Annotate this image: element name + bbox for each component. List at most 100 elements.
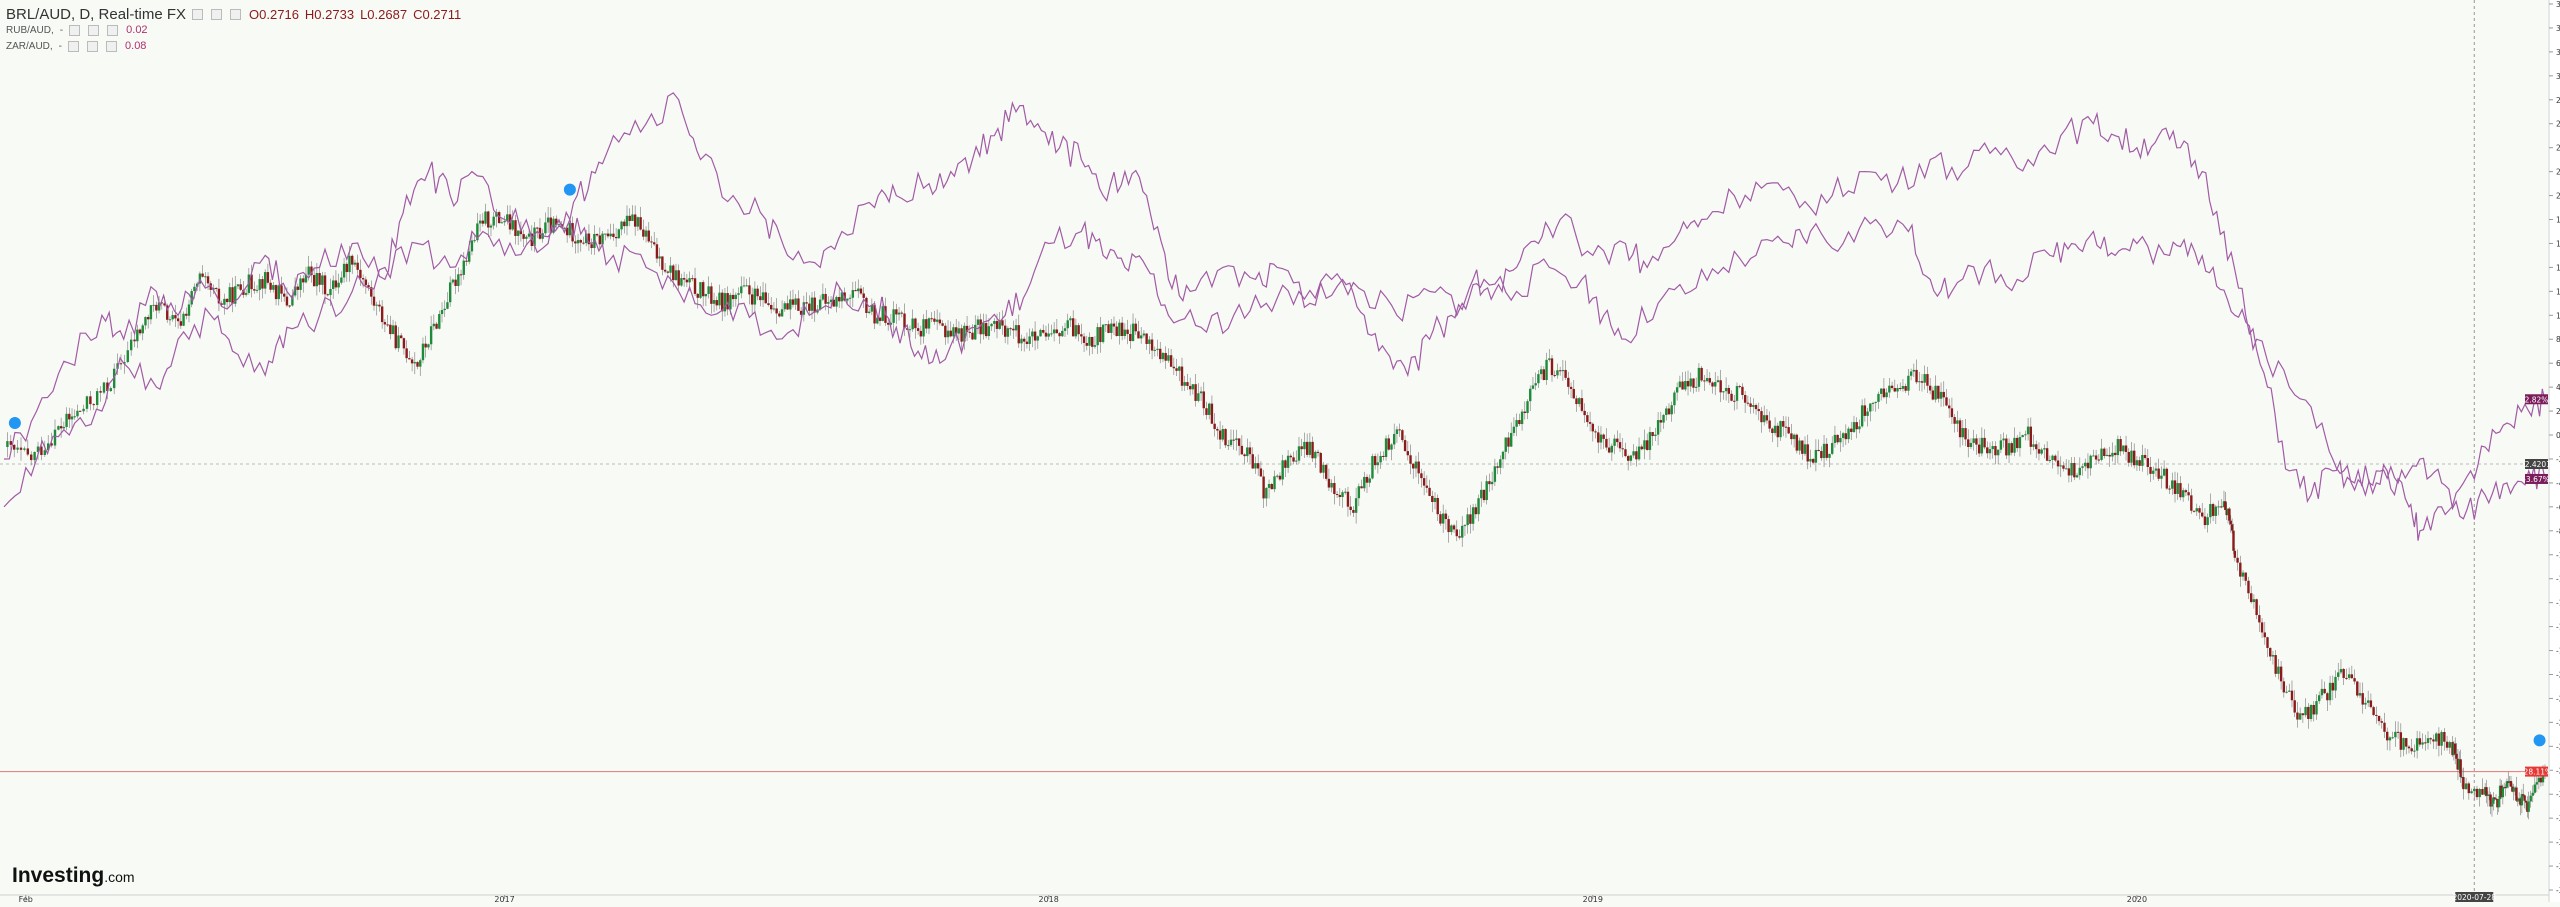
candle-body — [1790, 433, 1793, 440]
candle — [2021, 434, 2024, 438]
candle-body — [1814, 449, 1818, 463]
candle-body — [70, 416, 74, 420]
visibility-icon[interactable] — [69, 24, 81, 36]
candle-body — [636, 217, 640, 227]
candle — [171, 310, 174, 322]
candle — [1735, 382, 1739, 410]
candle — [16, 439, 19, 454]
settings-icon[interactable] — [88, 24, 100, 36]
candle — [1670, 401, 1673, 422]
candle — [1896, 384, 1899, 398]
y-tick-label: -4.00% — [2556, 479, 2560, 488]
candle — [797, 290, 800, 311]
candle-body — [2339, 669, 2343, 673]
candle — [1967, 429, 1970, 458]
candle — [1447, 515, 1450, 543]
candle — [1221, 425, 1225, 442]
candle — [1101, 324, 1105, 344]
candle-body — [1028, 336, 1031, 344]
close-icon[interactable] — [230, 8, 242, 20]
candle — [1164, 346, 1167, 369]
candle-body — [1564, 369, 1567, 378]
candle — [1749, 396, 1752, 414]
candle-body — [1213, 423, 1216, 429]
candle-body — [2509, 781, 2513, 787]
candle — [2127, 448, 2130, 467]
candle — [2195, 503, 2198, 516]
candle — [1450, 524, 1453, 536]
candle — [2097, 454, 2101, 464]
candle-body — [429, 326, 433, 345]
candle — [1665, 406, 1668, 421]
candle — [1420, 468, 1423, 488]
settings-icon[interactable] — [87, 40, 99, 52]
candle — [459, 269, 463, 286]
candle — [1474, 503, 1478, 519]
candle — [2094, 449, 2098, 465]
candle-body — [1240, 445, 1244, 455]
candle — [2168, 485, 2171, 495]
event-marker-icon — [563, 183, 576, 196]
visibility-icon[interactable] — [192, 8, 204, 20]
candle — [2451, 736, 2454, 757]
candle-body — [892, 309, 895, 323]
y-tick-label: 30.00% — [2556, 72, 2560, 81]
candle-body — [33, 451, 36, 461]
candle — [1104, 324, 1108, 333]
candle — [136, 324, 139, 349]
candle — [1529, 385, 1532, 412]
settings-icon[interactable] — [211, 8, 223, 20]
candle-body — [2225, 510, 2228, 516]
candle-body — [1365, 476, 1369, 483]
candle — [1792, 433, 1796, 448]
main-symbol[interactable]: BRL/AUD, D, Real-time FX — [6, 5, 187, 23]
candle-body — [1237, 438, 1241, 446]
candle-body — [473, 240, 476, 242]
candle-body — [2460, 777, 2464, 779]
compare-legend-row-rub[interactable]: RUB/AUD, - 0.02 — [6, 24, 148, 36]
candle-body — [424, 343, 427, 348]
compare-symbol[interactable]: RUB/AUD, — [6, 24, 54, 36]
candle-body — [457, 274, 460, 287]
candle — [644, 226, 648, 243]
candle — [1175, 358, 1178, 376]
candle-body — [1988, 449, 1992, 454]
main-legend-row[interactable]: BRL/AUD, D, Real-time FX O0.2716 H0.2733… — [6, 5, 461, 23]
candle-body — [1139, 335, 1143, 339]
compare-legend-row-zar[interactable]: ZAR/AUD, - 0.08 — [6, 40, 147, 52]
candle-body — [225, 298, 229, 303]
candle — [701, 280, 705, 307]
candle — [2320, 679, 2324, 699]
candle-body — [2377, 715, 2381, 722]
candle-body — [296, 286, 300, 290]
candle — [1635, 446, 1638, 467]
candle — [2222, 490, 2226, 508]
candle-body — [1346, 491, 1350, 507]
candle-body — [633, 214, 637, 227]
close-icon[interactable] — [106, 40, 118, 52]
candle — [993, 318, 996, 333]
candle — [1607, 437, 1611, 454]
candle-body — [810, 297, 814, 311]
candle — [859, 285, 863, 295]
candle — [604, 233, 607, 241]
candle-body — [2507, 781, 2510, 784]
candle-body — [2116, 439, 2120, 456]
candle-body — [345, 263, 348, 273]
candle — [315, 263, 319, 296]
compare-symbol[interactable]: ZAR/AUD, — [6, 40, 53, 52]
close-icon[interactable] — [107, 24, 119, 36]
candle-body — [50, 443, 53, 446]
candle — [2429, 737, 2432, 745]
candle-body — [2512, 788, 2515, 792]
visibility-icon[interactable] — [68, 40, 80, 52]
candle-body — [389, 324, 392, 335]
candle-body — [916, 328, 920, 331]
candle — [239, 278, 242, 292]
y-tick-label: 12.00% — [2556, 287, 2560, 296]
candle-body — [2383, 722, 2386, 732]
candle-body — [2516, 800, 2519, 802]
candle-body — [2141, 454, 2144, 466]
